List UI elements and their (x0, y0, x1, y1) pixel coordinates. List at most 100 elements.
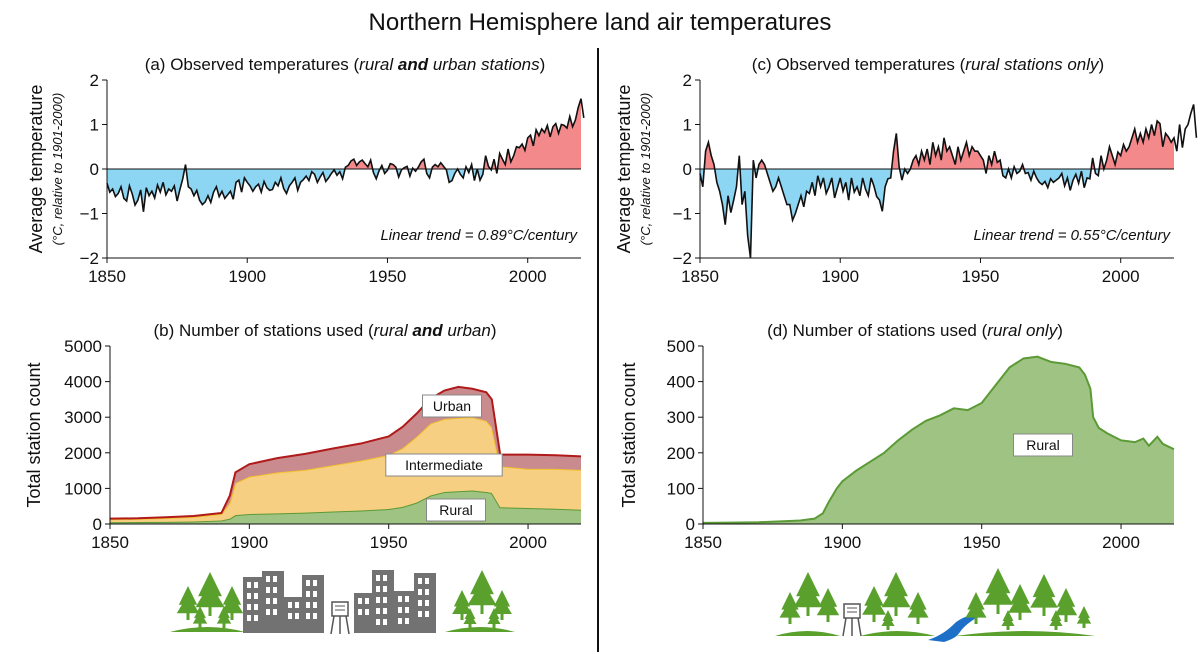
tree-icon (1030, 574, 1058, 616)
tree-icon (1001, 610, 1015, 630)
y-tick-label: 0 (686, 515, 695, 534)
x-tick-label: 1900 (230, 533, 268, 552)
tree-icon (220, 586, 244, 620)
tree-icon (1054, 588, 1078, 622)
line-urban (109, 385, 582, 520)
urban-rural-illustration (170, 570, 515, 635)
tree-icon (881, 572, 911, 616)
series-label-box (422, 394, 482, 418)
panel-title-part: rural (359, 55, 398, 74)
panel-title-part: urban (443, 321, 491, 340)
warm-anomaly-area (700, 120, 1174, 169)
panel-title-part: rural (374, 321, 413, 340)
panel-title: (a) Observed temperatures (rural and urb… (145, 55, 546, 74)
tree-icon (965, 592, 987, 624)
panel-a: (a) Observed temperatures (rural and urb… (26, 55, 585, 286)
y-axis-label: Average temperature (26, 85, 46, 254)
building-icon (284, 597, 306, 633)
rural-illustration (775, 568, 1095, 642)
y-axis-label: Average temperature (614, 85, 634, 254)
tree-icon (793, 572, 823, 616)
x-tick-label: 1950 (962, 267, 1000, 286)
tree-icon (192, 606, 208, 628)
y-tick-label: 1 (90, 116, 99, 135)
x-tick-label: 1950 (369, 267, 407, 286)
y-tick-label: 3000 (64, 408, 102, 427)
tree-icon (1049, 610, 1063, 630)
x-tick-label: 2000 (1102, 533, 1140, 552)
y-axis-label: Total station count (619, 362, 639, 507)
panel-b: (b) Number of stations used (rural and u… (24, 321, 582, 552)
tree-icon (779, 592, 801, 624)
panel-title-part: ) (540, 55, 546, 74)
y-tick-label: 2000 (64, 444, 102, 463)
panel-d: (d) Number of stations used (rural only)… (619, 321, 1175, 552)
tree-icon (452, 590, 472, 620)
building-icon (372, 570, 394, 633)
series-label-box (385, 453, 503, 477)
tree-icon (862, 586, 886, 622)
panel-title-part: (c) Observed temperatures ( (752, 55, 966, 74)
building-icon (243, 577, 265, 633)
y-tick-label: 1 (683, 116, 692, 135)
tree-icon (1008, 584, 1032, 620)
linear-trend-annotation: Linear trend = 0.89°C/century (380, 227, 578, 244)
x-tick-label: 2000 (1102, 267, 1140, 286)
panel-title-part: rural only (987, 321, 1058, 340)
tree-icon (467, 570, 497, 614)
panel-title: (d) Number of stations used (rural only) (767, 321, 1063, 340)
x-tick-label: 1900 (823, 533, 861, 552)
tree-icon (195, 572, 225, 616)
temperature-anomaly-line (699, 104, 1198, 259)
cool-anomaly-area (107, 169, 581, 212)
area-rural (703, 356, 1174, 524)
panel-title-part: (a) Observed temperatures ( (145, 55, 360, 74)
linear-trend-annotation: Linear trend = 0.55°C/century (973, 227, 1171, 244)
panel-title-part: and (398, 55, 429, 74)
tree-icon (881, 610, 895, 630)
ground-mound (955, 631, 1095, 636)
panel-title-part: and (412, 321, 443, 340)
river-icon (928, 614, 976, 642)
x-tick-label: 1850 (88, 267, 126, 286)
weather-station-icon (330, 601, 350, 635)
tree-icon (487, 608, 501, 628)
tree-icon (1076, 606, 1092, 628)
x-tick-label: 1900 (821, 267, 859, 286)
series-label: Rural (1026, 437, 1059, 453)
tree-icon (463, 608, 477, 628)
line-rural (702, 355, 1175, 524)
panel-title-part: (d) Number of stations used ( (767, 321, 987, 340)
area-intermediate (110, 417, 581, 523)
y-tick-label: 2 (683, 71, 692, 90)
y-tick-label: 100 (667, 479, 695, 498)
tree-icon (176, 586, 200, 620)
y-tick-label: −1 (80, 205, 99, 224)
panel-c: (c) Observed temperatures (rural station… (614, 55, 1198, 286)
y-axis-sublabel: (°C, relative to 1901-2000) (638, 93, 653, 246)
y-tick-label: 0 (683, 160, 692, 179)
panel-title-part: urban stations (428, 55, 540, 74)
y-axis-label: Total station count (24, 362, 44, 507)
y-axis-sublabel: (°C, relative to 1901-2000) (50, 93, 65, 246)
y-tick-label: 0 (93, 515, 102, 534)
x-tick-label: 1850 (91, 533, 129, 552)
tree-icon (816, 588, 840, 622)
area-urban (110, 386, 581, 520)
warm-anomaly-area (107, 98, 581, 169)
x-tick-label: 2000 (509, 267, 547, 286)
building-icon (262, 571, 284, 633)
figure-title: Northern Hemisphere land air temperature… (369, 9, 832, 36)
y-tick-label: −2 (80, 249, 99, 268)
tree-icon (216, 606, 232, 628)
y-tick-label: 0 (90, 160, 99, 179)
ground-mound (775, 631, 840, 636)
panel-title: (c) Observed temperatures (rural station… (752, 55, 1104, 74)
building-icon (354, 593, 376, 633)
y-tick-label: 5000 (64, 337, 102, 356)
x-tick-label: 1850 (684, 533, 722, 552)
series-label: Rural (439, 502, 472, 518)
weather-station-icon (842, 603, 862, 637)
panel-title-part: ) (1099, 55, 1105, 74)
